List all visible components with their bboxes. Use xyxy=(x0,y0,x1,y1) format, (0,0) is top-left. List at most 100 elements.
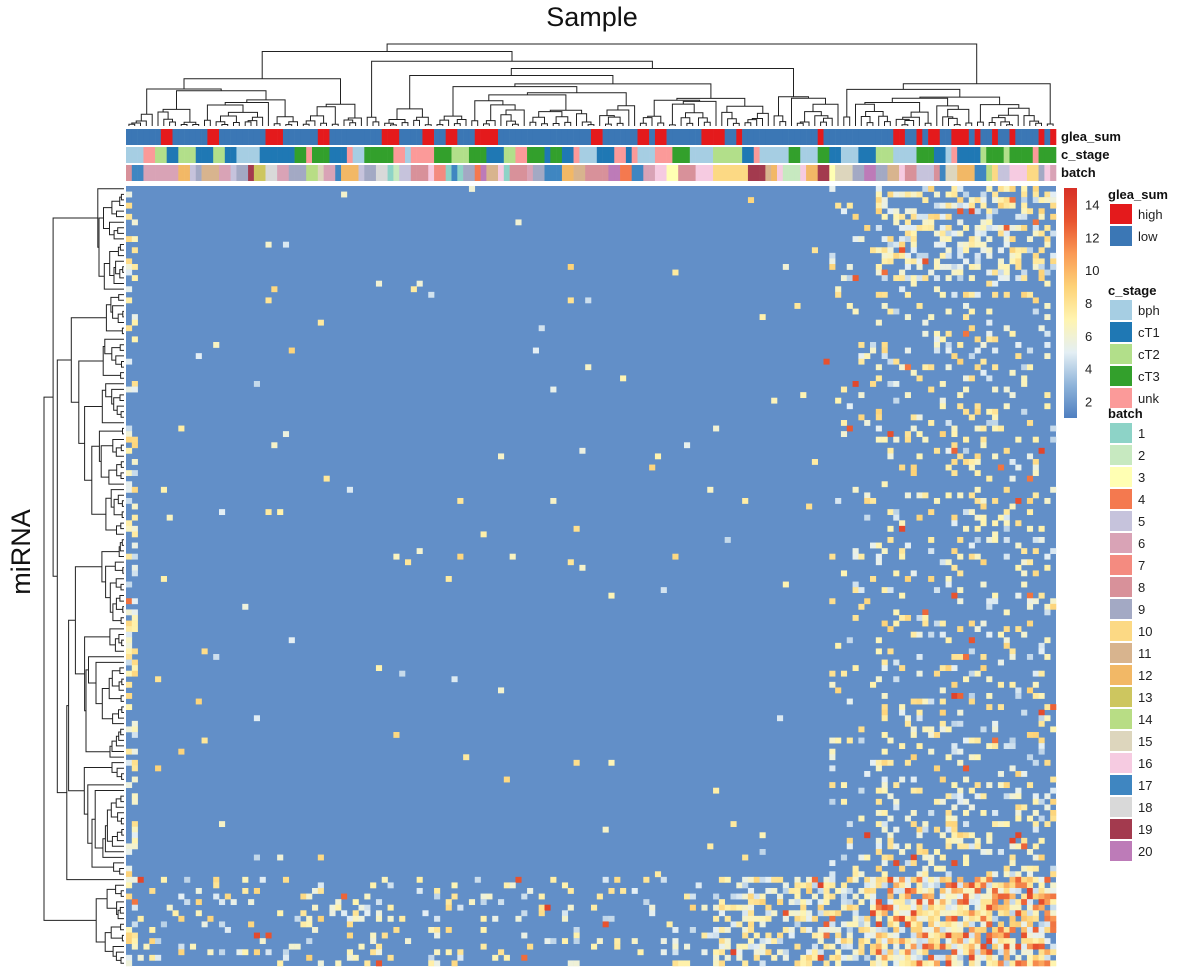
heatmap-cell xyxy=(230,899,237,906)
heatmap-cell xyxy=(875,810,882,816)
column-dendrogram-branch xyxy=(796,122,804,126)
heatmap-cell xyxy=(835,938,842,945)
heatmap-cell xyxy=(1021,949,1028,956)
glea_sum-cell xyxy=(230,129,237,145)
heatmap-cell xyxy=(887,258,894,265)
heatmap-cell xyxy=(974,258,981,265)
heatmap-cell xyxy=(1026,247,1034,254)
glea_sum-cell xyxy=(968,129,975,145)
heatmap-cell xyxy=(980,620,987,627)
c_stage-cell xyxy=(695,147,702,163)
heatmap-cell xyxy=(980,559,987,566)
c_stage-cell xyxy=(527,147,534,163)
row-dendrogram-branch xyxy=(120,695,124,702)
heatmap-cell xyxy=(997,247,1004,254)
colorbar-tick-label: 4 xyxy=(1085,362,1092,377)
c_stage-cell xyxy=(724,147,731,163)
heatmap-cell xyxy=(939,252,946,259)
heatmap-cell xyxy=(945,960,952,967)
heatmap-cell xyxy=(602,915,609,922)
heatmap-cell xyxy=(997,425,1004,432)
column-dendrogram-branch xyxy=(541,123,548,126)
heatmap-cell xyxy=(747,888,755,894)
heatmap-cell xyxy=(899,960,906,967)
heatmap-cell xyxy=(1038,949,1045,956)
heatmap-cell xyxy=(835,397,842,404)
heatmap-cell xyxy=(870,927,877,933)
heatmap-cell xyxy=(916,921,923,928)
heatmap-cell xyxy=(701,932,708,939)
row-dendrogram-branch xyxy=(115,578,124,588)
heatmap-cell xyxy=(922,330,929,337)
heatmap-cell xyxy=(881,932,888,939)
c_stage-cell xyxy=(509,147,516,163)
heatmap-cell xyxy=(881,826,888,833)
heatmap-cell xyxy=(963,821,970,828)
heatmap-cell xyxy=(939,336,946,343)
heatmap-cell xyxy=(811,247,818,254)
c_stage-cell xyxy=(561,147,569,163)
heatmap-cell xyxy=(986,375,993,382)
batch-cell xyxy=(335,165,342,181)
heatmap-cell xyxy=(224,893,231,900)
heatmap-cell xyxy=(329,904,336,911)
heatmap-cell xyxy=(1050,726,1057,733)
glea_sum-cell xyxy=(672,129,679,145)
c_stage-cell xyxy=(567,147,574,163)
heatmap-cell xyxy=(904,893,911,900)
heatmap-cell xyxy=(428,291,435,298)
heatmap-cell xyxy=(968,353,975,360)
heatmap-cell xyxy=(916,849,923,855)
heatmap-cell xyxy=(1038,264,1045,270)
heatmap-cell xyxy=(800,882,807,889)
heatmap-cell xyxy=(957,720,964,727)
heatmap-cell xyxy=(875,225,882,231)
row-dendrogram-branch xyxy=(118,709,124,719)
heatmap-cell xyxy=(864,514,871,521)
heatmap-cell xyxy=(765,938,772,945)
heatmap-cell xyxy=(992,453,999,460)
batch-cell xyxy=(910,165,917,181)
heatmap-cell xyxy=(945,247,952,254)
heatmap-cell xyxy=(1015,810,1022,816)
heatmap-cell xyxy=(794,893,801,900)
heatmap-cell xyxy=(933,498,941,504)
heatmap-cell xyxy=(451,676,458,683)
heatmap-cell xyxy=(1015,498,1022,504)
heatmap-cell xyxy=(137,954,144,961)
column-dendrogram-branch xyxy=(564,121,572,126)
row-dendrogram-branch xyxy=(120,193,124,201)
batch-cell xyxy=(1021,165,1028,181)
heatmap-cell xyxy=(904,236,911,243)
column-dendrogram-branch xyxy=(488,94,567,111)
heatmap-cell xyxy=(126,486,133,493)
heatmap-cell xyxy=(1026,592,1034,599)
heatmap-cell xyxy=(1050,915,1057,922)
heatmap-cell xyxy=(1044,553,1051,560)
heatmap-cell xyxy=(939,559,946,566)
column-dendrogram-branch xyxy=(682,100,717,126)
heatmap-cell xyxy=(963,776,970,783)
heatmap-cell xyxy=(155,765,162,772)
heatmap-cell xyxy=(713,893,720,900)
heatmap-cell xyxy=(777,893,784,900)
heatmap-cell xyxy=(1044,927,1051,933)
heatmap-cell xyxy=(858,871,865,878)
heatmap-cell xyxy=(126,843,133,850)
glea_sum-cell xyxy=(846,129,853,145)
heatmap-cell xyxy=(1026,888,1034,894)
heatmap-cell xyxy=(928,876,935,883)
heatmap-cell xyxy=(242,876,249,883)
row-dendrogram-branch xyxy=(104,932,114,952)
heatmap-cell xyxy=(381,876,388,883)
heatmap-cell xyxy=(910,230,917,237)
heatmap-cell xyxy=(992,726,999,733)
glea_sum-cell xyxy=(864,129,871,145)
heatmap-cell xyxy=(811,893,818,900)
heatmap-cell xyxy=(922,915,929,922)
heatmap-cell xyxy=(963,915,970,922)
heatmap-cell xyxy=(219,899,226,906)
heatmap-cell xyxy=(910,414,917,421)
heatmap-cell xyxy=(945,581,952,588)
annotation-tracks xyxy=(126,129,1057,181)
